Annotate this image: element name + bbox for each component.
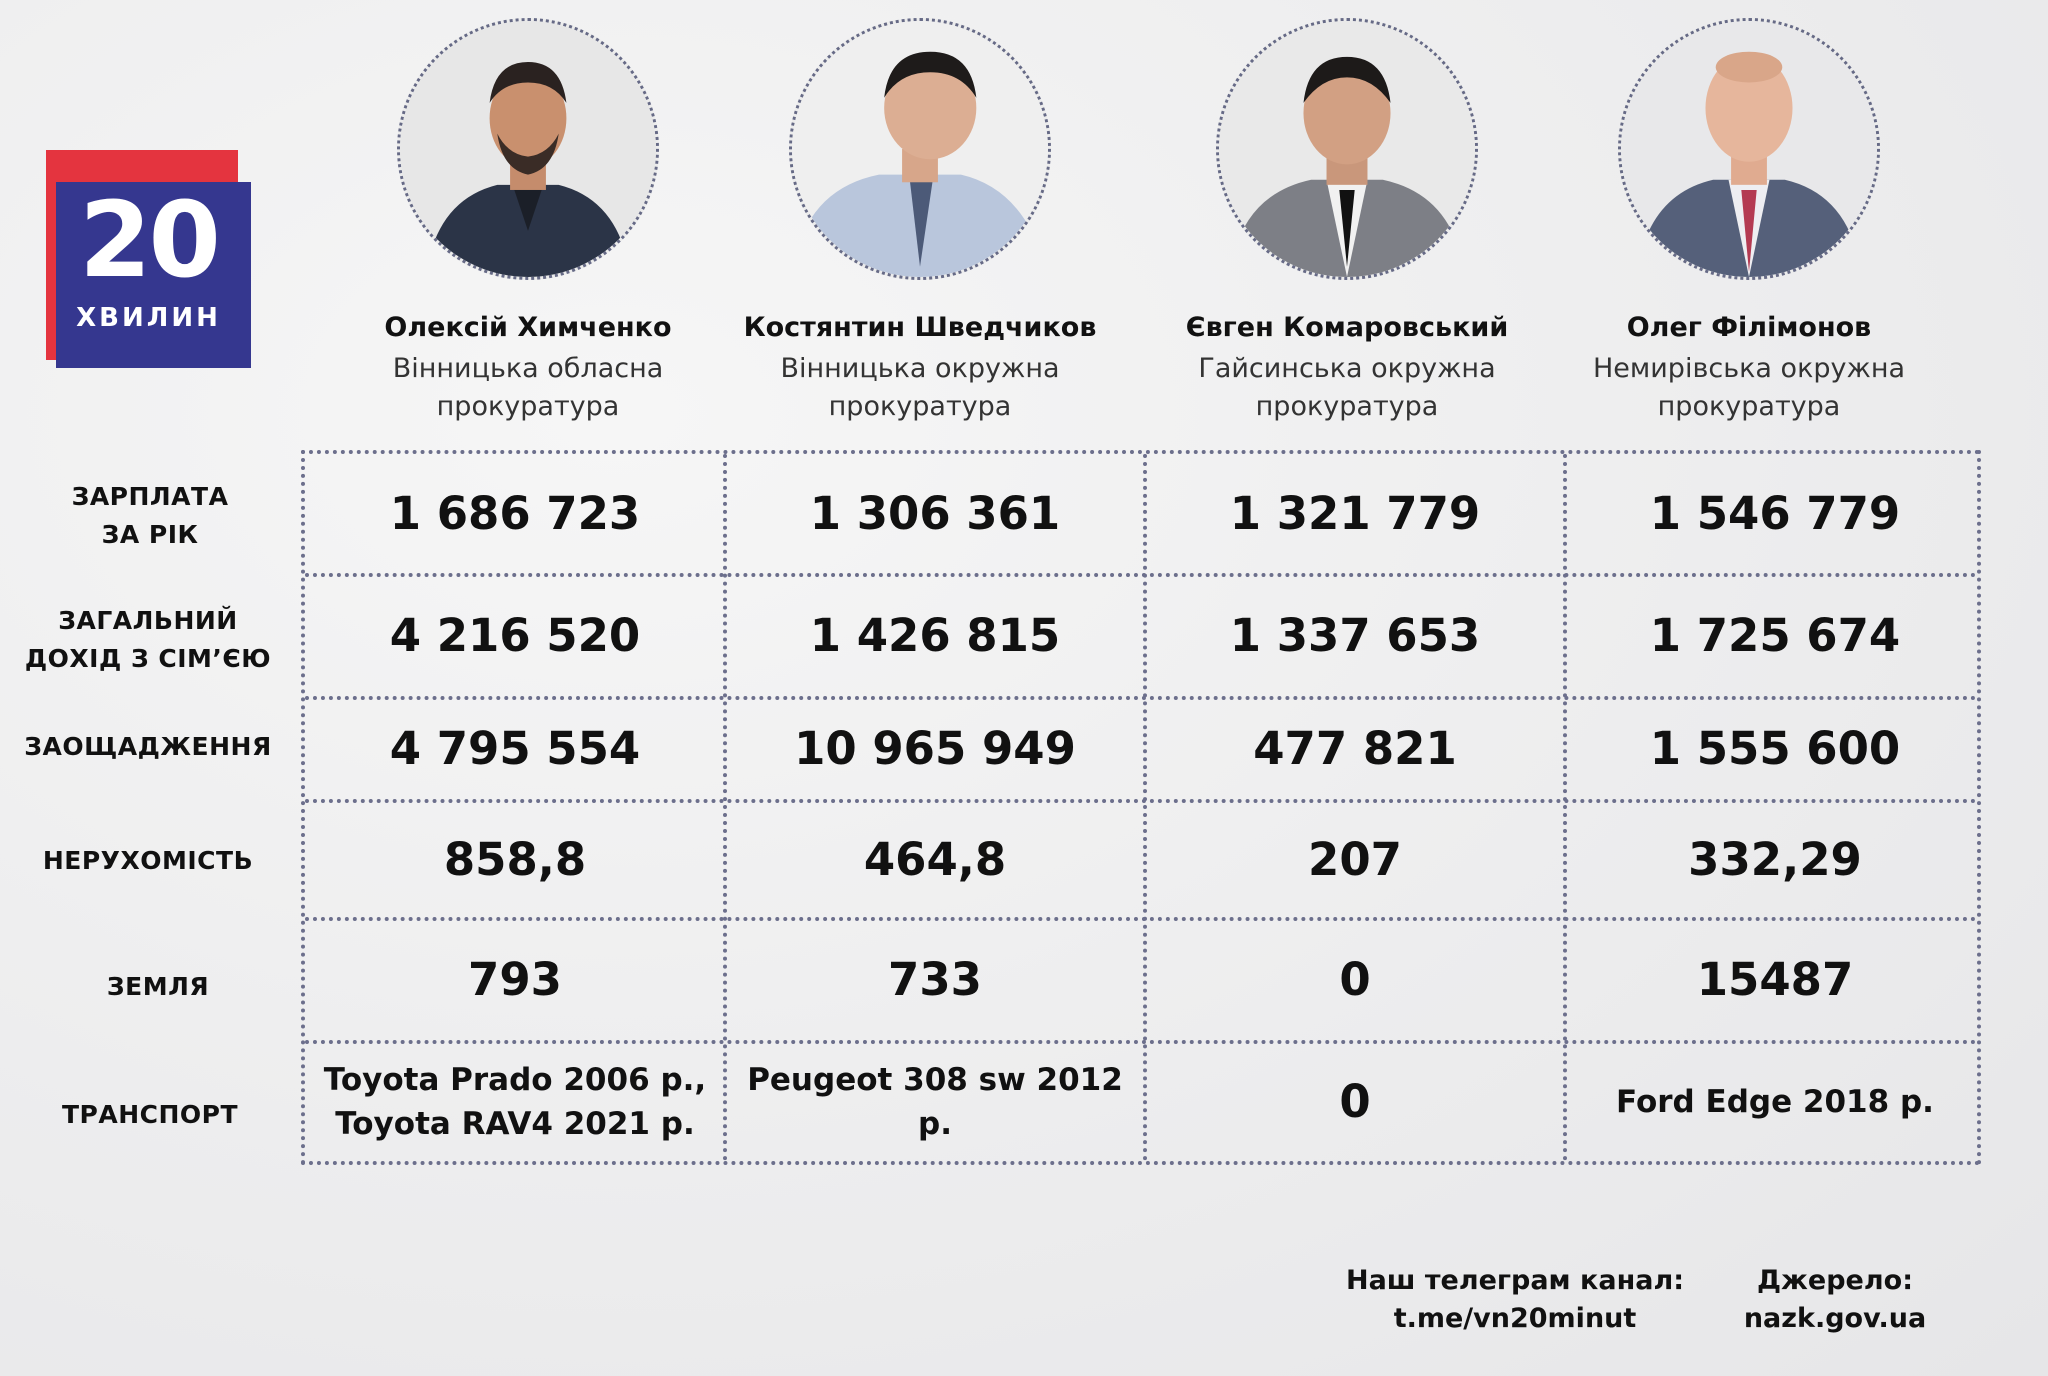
logo-blue-block [56,182,251,368]
footer-source: Джерело: nazk.gov.ua [1700,1262,1970,1338]
table-cell: 1 426 815 [809,609,1061,662]
table-cell: 1 725 674 [1649,609,1901,662]
table-cell: 1 337 653 [1229,609,1481,662]
portrait-2 [789,18,1051,280]
source-title: Джерело: [1757,1265,1913,1296]
logo-number: 20 [79,179,221,301]
table-cell: 332,29 [1688,832,1862,886]
table-cell: 0 [1339,1075,1371,1128]
table-cell: 1 686 723 [389,487,641,540]
brand-logo: 20 ХВИЛИН [46,150,251,368]
telegram-title: Наш телеграм канал: [1345,1265,1685,1296]
table-cell: 733 [888,953,982,1006]
declaration-table: 1 686 723 1 306 361 1 321 779 1 546 779 … [301,450,1981,1165]
column-divider [1563,454,1567,1161]
table-cell: Toyota Prado 2006 р., Toyota RAV4 2021 р. [323,1061,707,1142]
row-divider [305,917,1977,921]
footer-telegram: Наш телеграм канал: t.me/vn20minut [1320,1262,1710,1338]
row-divider [305,1040,1977,1044]
column-divider [1143,454,1147,1161]
table-cell: 0 [1339,953,1371,1006]
table-cell: 207 [1308,832,1402,886]
table-cell: 15487 [1696,953,1854,1006]
table-cell: 1 321 779 [1229,487,1481,540]
person-2-org: Вінницька окружна прокуратура [780,353,1060,422]
table-cell: 4 795 554 [389,722,641,775]
portrait-4 [1618,18,1880,280]
column-divider [723,454,727,1161]
row-label-savings: ЗАОЩАДЖЕННЯ [24,732,272,761]
table-cell: Ford Edge 2018 р. [1616,1083,1934,1120]
person-3-name: Євген Комаровський [1185,312,1509,343]
table-cell: 858,8 [443,832,587,886]
row-label-family-income: ЗАГАЛЬНИЙ ДОХІД З СІМ’ЄЮ [24,606,272,673]
portrait-3 [1216,18,1478,280]
person-1-name: Олексій Химченко [384,312,672,343]
table-cell: 793 [468,953,562,1006]
person-3-org: Гайсинська окружна прокуратура [1198,353,1496,422]
table-cell: 1 306 361 [809,487,1061,540]
row-divider [305,573,1977,577]
table-cell: 477 821 [1253,722,1457,775]
portrait-1 [397,18,659,280]
table-cell: 1 555 600 [1649,722,1901,775]
telegram-link[interactable]: t.me/vn20minut [1393,1303,1637,1334]
person-4-name: Олег Філімонов [1626,312,1872,343]
row-label-transport: ТРАНСПОРТ [61,1100,239,1129]
table-cell: 4 216 520 [389,609,641,662]
person-4-org: Немирівська окружна прокуратура [1592,353,1906,422]
table-cell: 464,8 [863,832,1007,886]
table-cell: 1 546 779 [1649,487,1901,540]
person-2-name: Костянтин Шведчиков [743,312,1097,343]
row-label-real-estate: НЕРУХОМІСТЬ [42,846,254,875]
person-1-org: Вінницька обласна прокуратура [392,353,664,422]
table-cell: 10 965 949 [794,722,1076,775]
source-link[interactable]: nazk.gov.ua [1743,1303,1927,1334]
row-divider [305,799,1977,803]
row-label-salary: ЗАРПЛАТА ЗА РІК [71,482,229,549]
logo-word: ХВИЛИН [76,303,221,333]
table-cell: Peugeot 308 sw 2012 р. [747,1061,1123,1142]
row-label-land: ЗЕМЛЯ [106,972,210,1001]
row-divider [305,696,1977,700]
